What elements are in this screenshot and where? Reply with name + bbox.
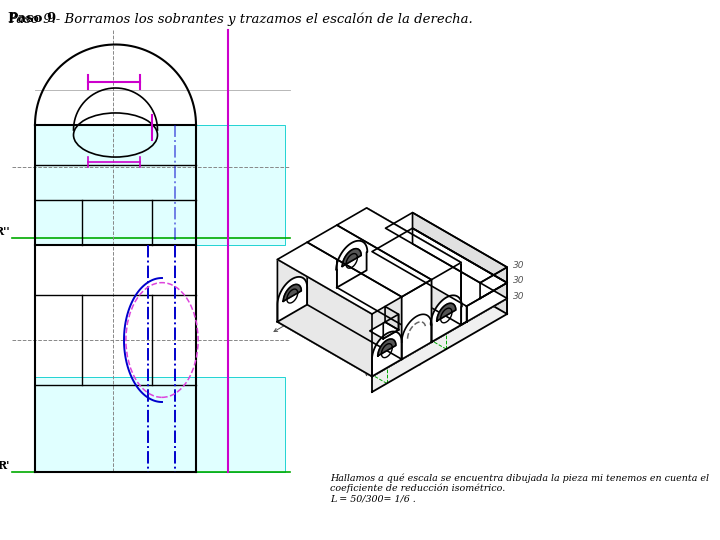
Polygon shape bbox=[277, 259, 372, 376]
Polygon shape bbox=[467, 283, 507, 322]
Text: 34: 34 bbox=[365, 324, 381, 339]
Text: R: R bbox=[361, 357, 368, 367]
Polygon shape bbox=[372, 332, 402, 376]
Text: Paso 9: Paso 9 bbox=[8, 12, 56, 25]
Polygon shape bbox=[402, 280, 431, 359]
Polygon shape bbox=[372, 228, 507, 306]
Polygon shape bbox=[378, 339, 396, 356]
Polygon shape bbox=[307, 225, 431, 297]
Bar bbox=[35, 125, 285, 245]
Text: 210: 210 bbox=[372, 269, 393, 287]
Text: R'': R'' bbox=[0, 226, 10, 237]
Polygon shape bbox=[283, 285, 301, 301]
Polygon shape bbox=[372, 299, 507, 392]
Polygon shape bbox=[277, 242, 402, 314]
Polygon shape bbox=[337, 225, 431, 342]
Polygon shape bbox=[337, 208, 462, 280]
Polygon shape bbox=[385, 307, 399, 330]
Text: coeficiente de reducción isométrico.: coeficiente de reducción isométrico. bbox=[330, 483, 505, 493]
Polygon shape bbox=[413, 213, 507, 283]
Text: 30: 30 bbox=[513, 276, 524, 285]
Polygon shape bbox=[431, 295, 462, 342]
Text: 132: 132 bbox=[406, 248, 427, 266]
Text: 30: 30 bbox=[513, 261, 524, 269]
Text: 60: 60 bbox=[410, 358, 423, 368]
Polygon shape bbox=[307, 242, 402, 359]
Polygon shape bbox=[336, 241, 367, 287]
Text: 66: 66 bbox=[369, 353, 382, 362]
Text: Paso 9.- Borramos los sobrantes y trazamos el escalón de la derecha.: Paso 9.- Borramos los sobrantes y trazam… bbox=[8, 12, 473, 25]
Polygon shape bbox=[277, 277, 307, 322]
Polygon shape bbox=[383, 314, 399, 339]
Polygon shape bbox=[480, 267, 507, 299]
Text: 30: 30 bbox=[513, 292, 524, 301]
Text: 120: 120 bbox=[345, 345, 364, 355]
Text: Hallamos a qué escala se encuentra dibujada la pieza mi tenemos en cuenta el: Hallamos a qué escala se encuentra dibuj… bbox=[330, 474, 709, 483]
Polygon shape bbox=[277, 244, 507, 376]
Polygon shape bbox=[370, 322, 399, 339]
Text: 300: 300 bbox=[326, 294, 348, 312]
Polygon shape bbox=[413, 244, 507, 314]
Text: R': R' bbox=[0, 460, 10, 471]
Polygon shape bbox=[366, 208, 462, 325]
Polygon shape bbox=[413, 228, 507, 299]
Text: L = 50/300= 1/6 .: L = 50/300= 1/6 . bbox=[330, 494, 415, 503]
Bar bbox=[35, 377, 285, 472]
Polygon shape bbox=[437, 303, 456, 321]
Polygon shape bbox=[342, 249, 361, 266]
Polygon shape bbox=[385, 213, 507, 283]
